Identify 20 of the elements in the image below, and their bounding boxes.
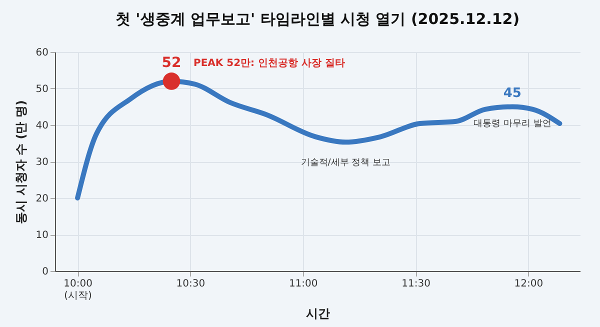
annotation: 대통령 마무리 발언 <box>474 118 552 129</box>
annotation: PEAK 52만: 인천공항 사장 질타 <box>193 58 345 70</box>
y-tick-label: 60 <box>36 48 48 58</box>
annotation: 52 <box>162 55 182 72</box>
x-tick-label: 12:00 <box>514 278 544 290</box>
y-tick-label: 0 <box>42 266 48 278</box>
y-tick-label: 40 <box>36 120 48 132</box>
annotation: 45 <box>503 86 522 101</box>
annotation: 기술적/세부 정책 보고 <box>300 158 391 168</box>
y-tick-label: 10 <box>36 230 48 241</box>
x-tick-label: 11:00 <box>288 278 318 290</box>
x-tick-label: 10:00 (시작) <box>64 278 92 302</box>
y-tick-label: 20 <box>36 194 48 204</box>
y-tick-label: 30 <box>36 157 48 168</box>
x-tick-label: 11:30 <box>402 278 430 290</box>
x-tick-label: 10:30 <box>176 278 206 290</box>
y-axis-title: 동시 시청자 수 (만 명) <box>14 100 28 224</box>
chart-title: 첫 '생중계 업무보고' 타임라인별 시청 열기 (2025.12.12) <box>115 10 520 28</box>
x-axis-title: 시간 <box>306 306 330 320</box>
y-tick-label: 50 <box>36 84 48 95</box>
